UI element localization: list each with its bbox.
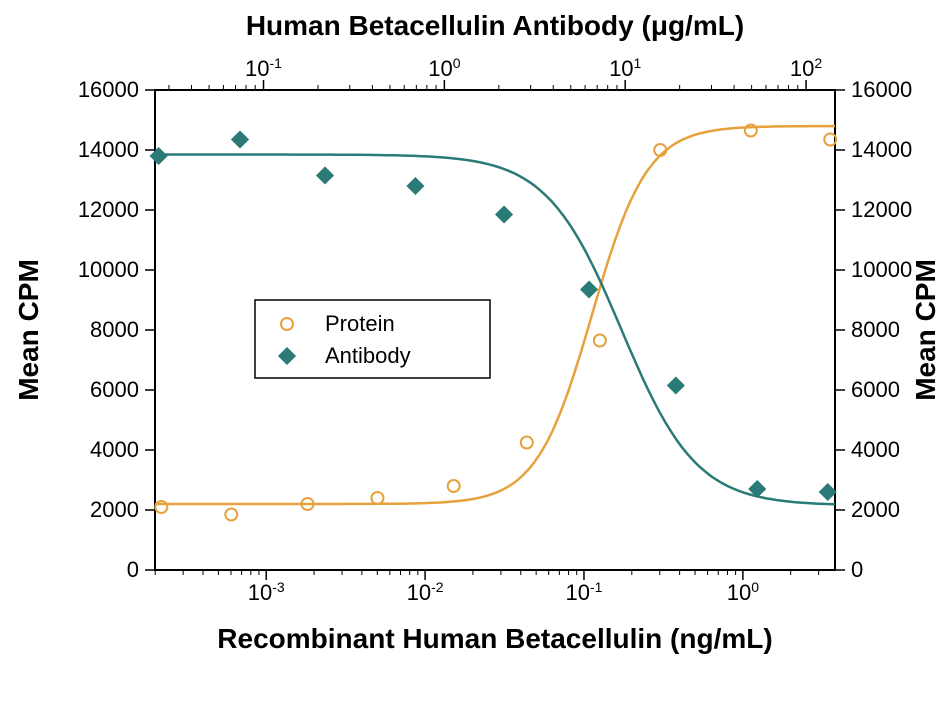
antibody-point: [496, 207, 512, 223]
ytick-right: 14000: [851, 137, 912, 162]
ytick-left: 8000: [90, 317, 139, 342]
ytick-right: 8000: [851, 317, 900, 342]
xtick: 101: [609, 55, 641, 81]
ytick-right: 12000: [851, 197, 912, 222]
ytick-left: 10000: [78, 257, 139, 282]
xtick: 10-1: [566, 579, 603, 605]
xtick: 100: [727, 579, 759, 605]
ytick-left: 6000: [90, 377, 139, 402]
ytick-right: 4000: [851, 437, 900, 462]
ytick-left: 2000: [90, 497, 139, 522]
ytick-right: 16000: [851, 77, 912, 102]
protein-point: [594, 335, 606, 347]
ytick-left: 4000: [90, 437, 139, 462]
protein-point: [521, 437, 533, 449]
title-top: Human Betacellulin Antibody (μg/mL): [246, 10, 744, 41]
legend-protein-label: Protein: [325, 311, 395, 336]
protein-point: [448, 480, 460, 492]
xtick: 10-3: [248, 579, 285, 605]
legend-antibody-label: Antibody: [325, 343, 411, 368]
chart-container: { "chart": { "type": "scatter+line", "ba…: [0, 0, 951, 714]
title-right: Mean CPM: [910, 259, 941, 401]
antibody-point: [232, 132, 248, 148]
xtick: 10-1: [245, 55, 282, 81]
ytick-left: 12000: [78, 197, 139, 222]
protein-point: [371, 492, 383, 504]
ytick-right: 6000: [851, 377, 900, 402]
antibody-point: [317, 168, 333, 184]
ytick-right: 0: [851, 557, 863, 582]
xtick: 102: [790, 55, 822, 81]
title-left: Mean CPM: [13, 259, 44, 401]
ytick-left: 16000: [78, 77, 139, 102]
antibody-point: [581, 282, 597, 298]
ytick-left: 14000: [78, 137, 139, 162]
xtick: 100: [428, 55, 460, 81]
title-bottom: Recombinant Human Betacellulin (ng/mL): [217, 623, 772, 654]
antibody-point: [668, 378, 684, 394]
antibody-point: [820, 484, 836, 500]
ytick-right: 10000: [851, 257, 912, 282]
chart-svg: 0 0 2000 2000 4000 4000 6000 6000 8000 8000 10000 1…: [0, 0, 951, 714]
ytick-right: 2000: [851, 497, 900, 522]
antibody-point: [407, 178, 423, 194]
protein-point: [225, 509, 237, 521]
xtick: 10-2: [407, 579, 444, 605]
ytick-left: 0: [127, 557, 139, 582]
